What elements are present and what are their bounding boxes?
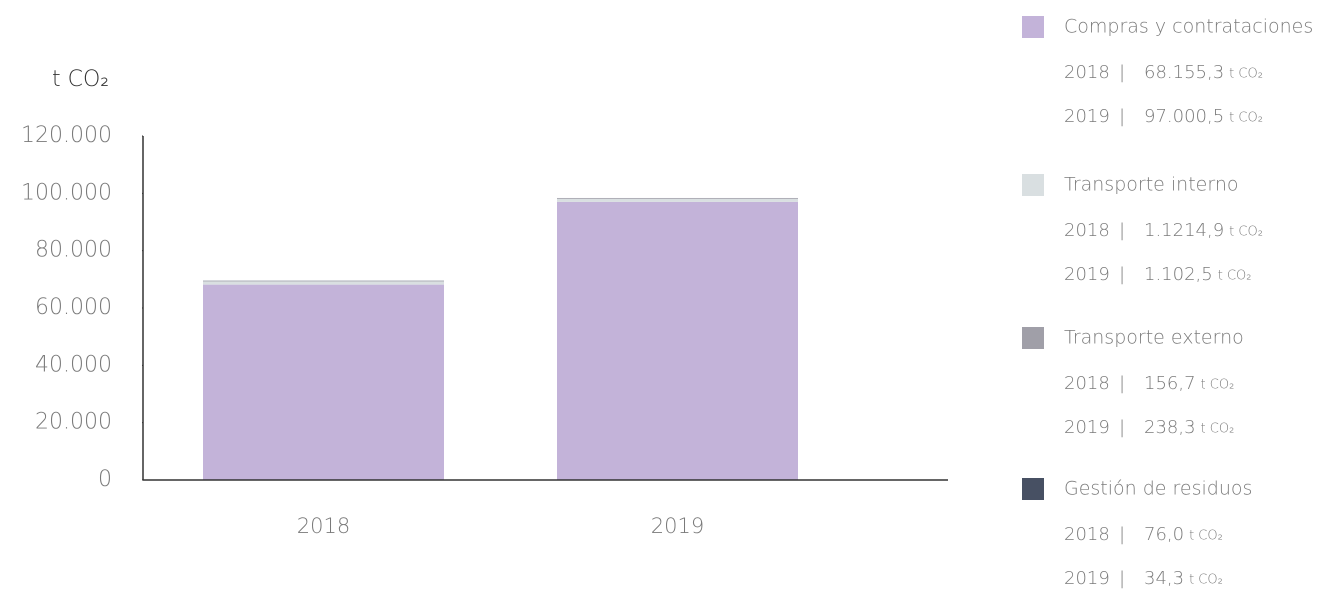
y-axis-label: t CO₂ (52, 67, 109, 92)
bar-segment (203, 284, 444, 480)
legend-value: 34,3 (1144, 568, 1184, 589)
legend-year: 2018 (1064, 524, 1110, 545)
legend-year: 2019 (1064, 264, 1110, 285)
y-tick-label: 120.000 (21, 123, 112, 148)
legend-swatch (1022, 327, 1044, 349)
legend-year: 2018 (1064, 62, 1110, 83)
legend-separator: | (1119, 524, 1125, 545)
bar-segment (557, 198, 798, 202)
legend-separator: | (1119, 264, 1125, 285)
legend-value: 68.155,3 (1144, 62, 1224, 83)
legend-unit: t CO₂ (1218, 269, 1252, 284)
legend-label: Gestión de residuos (1064, 478, 1252, 500)
legend-unit: t CO₂ (1229, 111, 1263, 126)
legend-value: 238,3 (1144, 417, 1196, 438)
legend-unit: t CO₂ (1201, 422, 1235, 437)
legend-separator: | (1119, 106, 1125, 127)
legend-year: 2019 (1064, 568, 1110, 589)
legend-value: 1.1214,9 (1144, 220, 1224, 241)
y-tick-label: 20.000 (35, 410, 112, 435)
legend-year: 2019 (1064, 417, 1110, 438)
legend-year: 2018 (1064, 220, 1110, 241)
y-tick-label: 60.000 (35, 295, 112, 320)
legend-unit: t CO₂ (1201, 378, 1235, 393)
bar-segment (557, 201, 798, 481)
legend-unit: t CO₂ (1189, 573, 1223, 588)
legend-swatch (1022, 478, 1044, 500)
legend-swatch (1022, 174, 1044, 196)
x-tick-label: 2018 (297, 514, 350, 538)
legend-separator: | (1119, 62, 1125, 83)
legend-value: 97.000,5 (1144, 106, 1224, 127)
y-tick-label: 80.000 (35, 238, 112, 263)
x-tick-label: 2019 (651, 514, 704, 538)
bar-segment (557, 198, 798, 199)
legend-value: 76,0 (1144, 524, 1184, 545)
legend-year: 2018 (1064, 373, 1110, 394)
legend-separator: | (1119, 373, 1125, 394)
legend-label: Transporte interno (1064, 174, 1239, 196)
legend-separator: | (1119, 417, 1125, 438)
bar-segment (203, 281, 444, 285)
legend-label: Compras y contrataciones (1064, 16, 1313, 38)
legend-year: 2019 (1064, 106, 1110, 127)
y-tick-label: 0 (98, 467, 112, 492)
legend-swatch (1022, 16, 1044, 38)
y-tick-label: 40.000 (35, 352, 112, 377)
legend-label: Transporte externo (1064, 327, 1244, 349)
legend-separator: | (1119, 568, 1125, 589)
legend-unit: t CO₂ (1229, 225, 1263, 240)
legend-separator: | (1119, 220, 1125, 241)
legend-unit: t CO₂ (1189, 529, 1223, 544)
y-tick-label: 100.000 (21, 180, 112, 205)
legend-value: 1.102,5 (1144, 264, 1213, 285)
legend-unit: t CO₂ (1229, 67, 1263, 82)
legend-value: 156,7 (1144, 373, 1196, 394)
